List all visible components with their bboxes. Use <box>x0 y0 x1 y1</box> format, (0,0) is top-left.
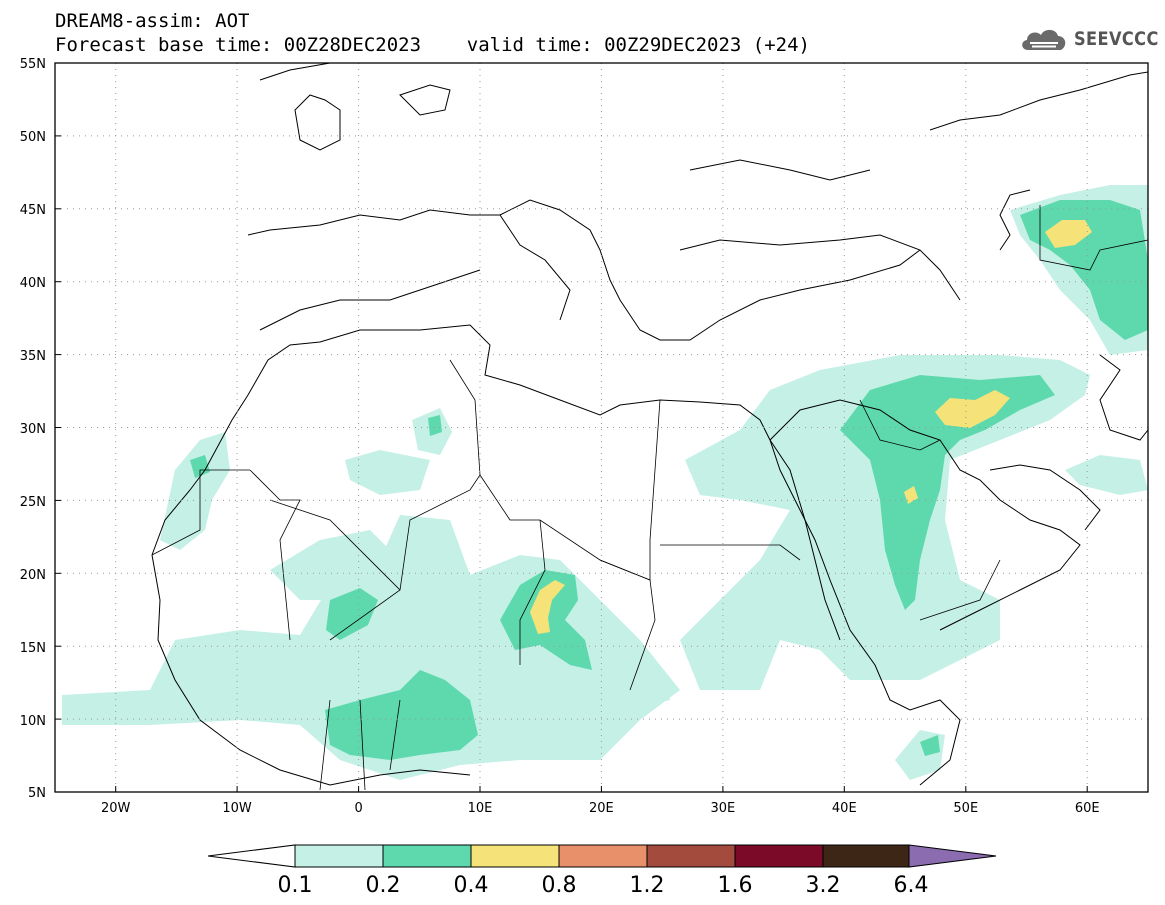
colorbar-low-arrow <box>207 844 296 868</box>
lat-label: 45N <box>20 203 46 218</box>
colorbar-swatch <box>470 844 560 868</box>
aot-level-0.1 <box>62 185 1148 780</box>
lat-label: 10N <box>20 714 46 729</box>
lon-label: 20E <box>589 801 614 816</box>
seevccc-logo: SEEVCCC <box>1018 24 1165 54</box>
lon-labels: 20W 10W 0 10E 20E 30E 40E 50E 60E <box>101 801 1100 816</box>
lon-label: 10E <box>468 801 493 816</box>
lon-label: 50E <box>953 801 978 816</box>
axis-ticks <box>55 62 1088 792</box>
colorbar-label: 0.4 <box>454 873 489 898</box>
logo-text: SEEVCCC <box>1074 28 1159 50</box>
colorbar-label: 1.6 <box>718 873 753 898</box>
lat-label: 25N <box>20 495 46 510</box>
aot-shading <box>62 185 1148 780</box>
lon-label: 30E <box>711 801 736 816</box>
lat-label: 40N <box>20 276 46 291</box>
colorbar-label: 0.2 <box>366 873 401 898</box>
colorbar-label: 0.8 <box>542 873 577 898</box>
colorbar-swatch <box>646 844 736 868</box>
lat-label: 35N <box>20 349 46 364</box>
colorbar-swatch <box>382 844 472 868</box>
lon-label: 0 <box>354 801 362 816</box>
lat-label: 5N <box>28 786 46 801</box>
lat-labels: 55N 50N 45N 40N 35N 30N 25N 20N 15N 10N … <box>20 57 46 801</box>
colorbar <box>207 844 997 868</box>
lat-label: 30N <box>20 422 46 437</box>
coastlines <box>151 63 1148 786</box>
colorbar-label: 6.4 <box>894 873 929 898</box>
forecast-time-line: Forecast base time: 00Z28DEC2023 valid t… <box>55 34 810 56</box>
colorbar-label: 0.1 <box>278 873 313 898</box>
lon-label: 20W <box>101 801 131 816</box>
cloud-icon <box>1022 29 1066 50</box>
lon-label: 40E <box>832 801 857 816</box>
aot-level-0.4 <box>530 220 1092 634</box>
lat-label: 15N <box>20 641 46 656</box>
colorbar-high-arrow <box>908 844 997 868</box>
colorbar-label: 1.2 <box>630 873 665 898</box>
lon-label: 10W <box>222 801 252 816</box>
lon-label: 60E <box>1075 801 1100 816</box>
graticule <box>55 63 1148 792</box>
lat-label: 55N <box>20 57 46 72</box>
lat-label: 20N <box>20 568 46 583</box>
colorbar-swatch <box>734 844 824 868</box>
colorbar-labels: 0.1 0.2 0.4 0.8 1.2 1.6 3.2 6.4 <box>278 873 929 898</box>
map-title: DREAM8-assim: AOT <box>55 10 250 32</box>
colorbar-swatch <box>558 844 648 868</box>
lat-label: 50N <box>20 130 46 145</box>
borders <box>151 205 1148 791</box>
colorbar-swatch <box>294 844 384 868</box>
colorbar-swatch <box>822 844 910 868</box>
colorbar-label: 3.2 <box>806 873 841 898</box>
